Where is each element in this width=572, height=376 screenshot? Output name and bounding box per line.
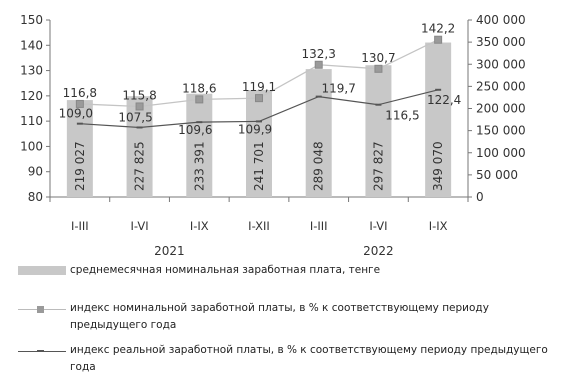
x-tick-label: I-XII — [248, 219, 270, 233]
bar-value-label: 289 048 — [312, 141, 326, 191]
legend-bar-swatch — [18, 266, 66, 275]
nominal-index-point — [314, 60, 323, 69]
legend-real-marker — [37, 350, 44, 352]
nominal-index-point — [75, 99, 84, 108]
nominal-index-point — [255, 94, 263, 103]
legend-label-bar: среднемесячная номинальная заработная пл… — [70, 264, 381, 276]
legend-label-real-index: индекс реальной заработной платы, в % к … — [70, 344, 548, 373]
bar — [126, 96, 153, 197]
bar — [365, 65, 392, 198]
nominal-index-value-label: 142,2 — [421, 22, 455, 36]
y-right-tick-label: 100 000 — [476, 146, 526, 160]
y-right-tick-label: 50 000 — [476, 168, 518, 182]
nominal-index-value-label: 116,8 — [63, 86, 97, 100]
x-tick-label: I-III — [310, 219, 328, 233]
nominal-index-value-label: 118,6 — [182, 81, 216, 95]
x-tick-label: I-VI — [369, 219, 387, 233]
y-left-tick-label: 90 — [28, 165, 43, 179]
y-right-tick-label: 200 000 — [476, 102, 526, 116]
nominal-index-value-label: 130,7 — [361, 51, 395, 65]
bar — [305, 69, 332, 197]
x-tick-label: I-VI — [131, 219, 149, 233]
nominal-index-point — [135, 102, 144, 111]
legend-item-bar: среднемесячная номинальная заработная пл… — [0, 262, 572, 282]
bar — [66, 100, 93, 197]
y-right-tick-label: 0 — [476, 190, 484, 204]
real-index-value-label: 109,9 — [238, 122, 272, 136]
y-left-tick-label: 140 — [20, 38, 43, 52]
nominal-index-point — [195, 95, 204, 104]
nominal-index-value-label: 119,1 — [242, 80, 276, 94]
y-left-tick-label: 120 — [20, 89, 43, 103]
nominal-index-value-label: 115,8 — [122, 88, 156, 102]
real-index-value-label: 107,5 — [118, 110, 152, 124]
x-tick-label: I-IX — [429, 219, 448, 233]
y-left-tick-label: 100 — [20, 139, 43, 153]
real-index-value-label: 109,0 — [59, 107, 93, 121]
x-tick-label: I-IX — [190, 219, 209, 233]
nominal-index-point — [374, 64, 383, 73]
bar-value-label: 227 825 — [133, 141, 147, 191]
y-right-tick-label: 250 000 — [476, 79, 526, 93]
y-right-tick-label: 300 000 — [476, 57, 526, 71]
y-left-tick-label: 150 — [20, 13, 43, 27]
bar — [246, 90, 272, 197]
legend-label-nominal-index: индекс номинальной заработной платы, в %… — [70, 302, 489, 331]
bar-value-label: 241 701 — [252, 141, 266, 191]
y-right-tick-label: 400 000 — [476, 13, 526, 27]
chart: 80 90 100 110 120 130 140 150 0 50 000 100 000 150 … — [20, 13, 526, 258]
bar-value-label: 349 070 — [431, 141, 445, 191]
y-left-tick-label: 130 — [20, 64, 43, 78]
legend-item-nominal-index: индекс номинальной заработной платы, в %… — [0, 300, 572, 336]
legend-item-real-index: индекс реальной заработной платы, в % к … — [0, 342, 572, 376]
bar-value-label: 219 027 — [73, 141, 87, 191]
year-label-2021: 2021 — [154, 244, 185, 258]
bar — [186, 93, 213, 197]
legend: среднемесячная номинальная заработная пл… — [0, 262, 572, 376]
year-label-2022: 2022 — [363, 244, 394, 258]
real-index-value-label: 109,6 — [178, 123, 212, 137]
y-right-tick-label: 350 000 — [476, 35, 526, 49]
nominal-index-value-label: 132,3 — [302, 47, 336, 61]
real-index-value-label: 119,7 — [322, 82, 356, 96]
real-index-value-label: 122,4 — [427, 93, 461, 107]
y-right-tick-label: 150 000 — [476, 124, 526, 138]
bar-value-label: 233 391 — [192, 141, 206, 191]
x-tick-label: I-III — [71, 219, 89, 233]
bar — [425, 42, 452, 197]
y-left-tick-label: 110 — [20, 114, 43, 128]
legend-nominal-marker — [37, 306, 44, 313]
y-left-tick-label: 80 — [28, 190, 43, 204]
bar-value-label: 297 827 — [371, 141, 385, 191]
nominal-index-point — [434, 35, 443, 44]
real-index-value-label: 116,5 — [385, 109, 419, 123]
